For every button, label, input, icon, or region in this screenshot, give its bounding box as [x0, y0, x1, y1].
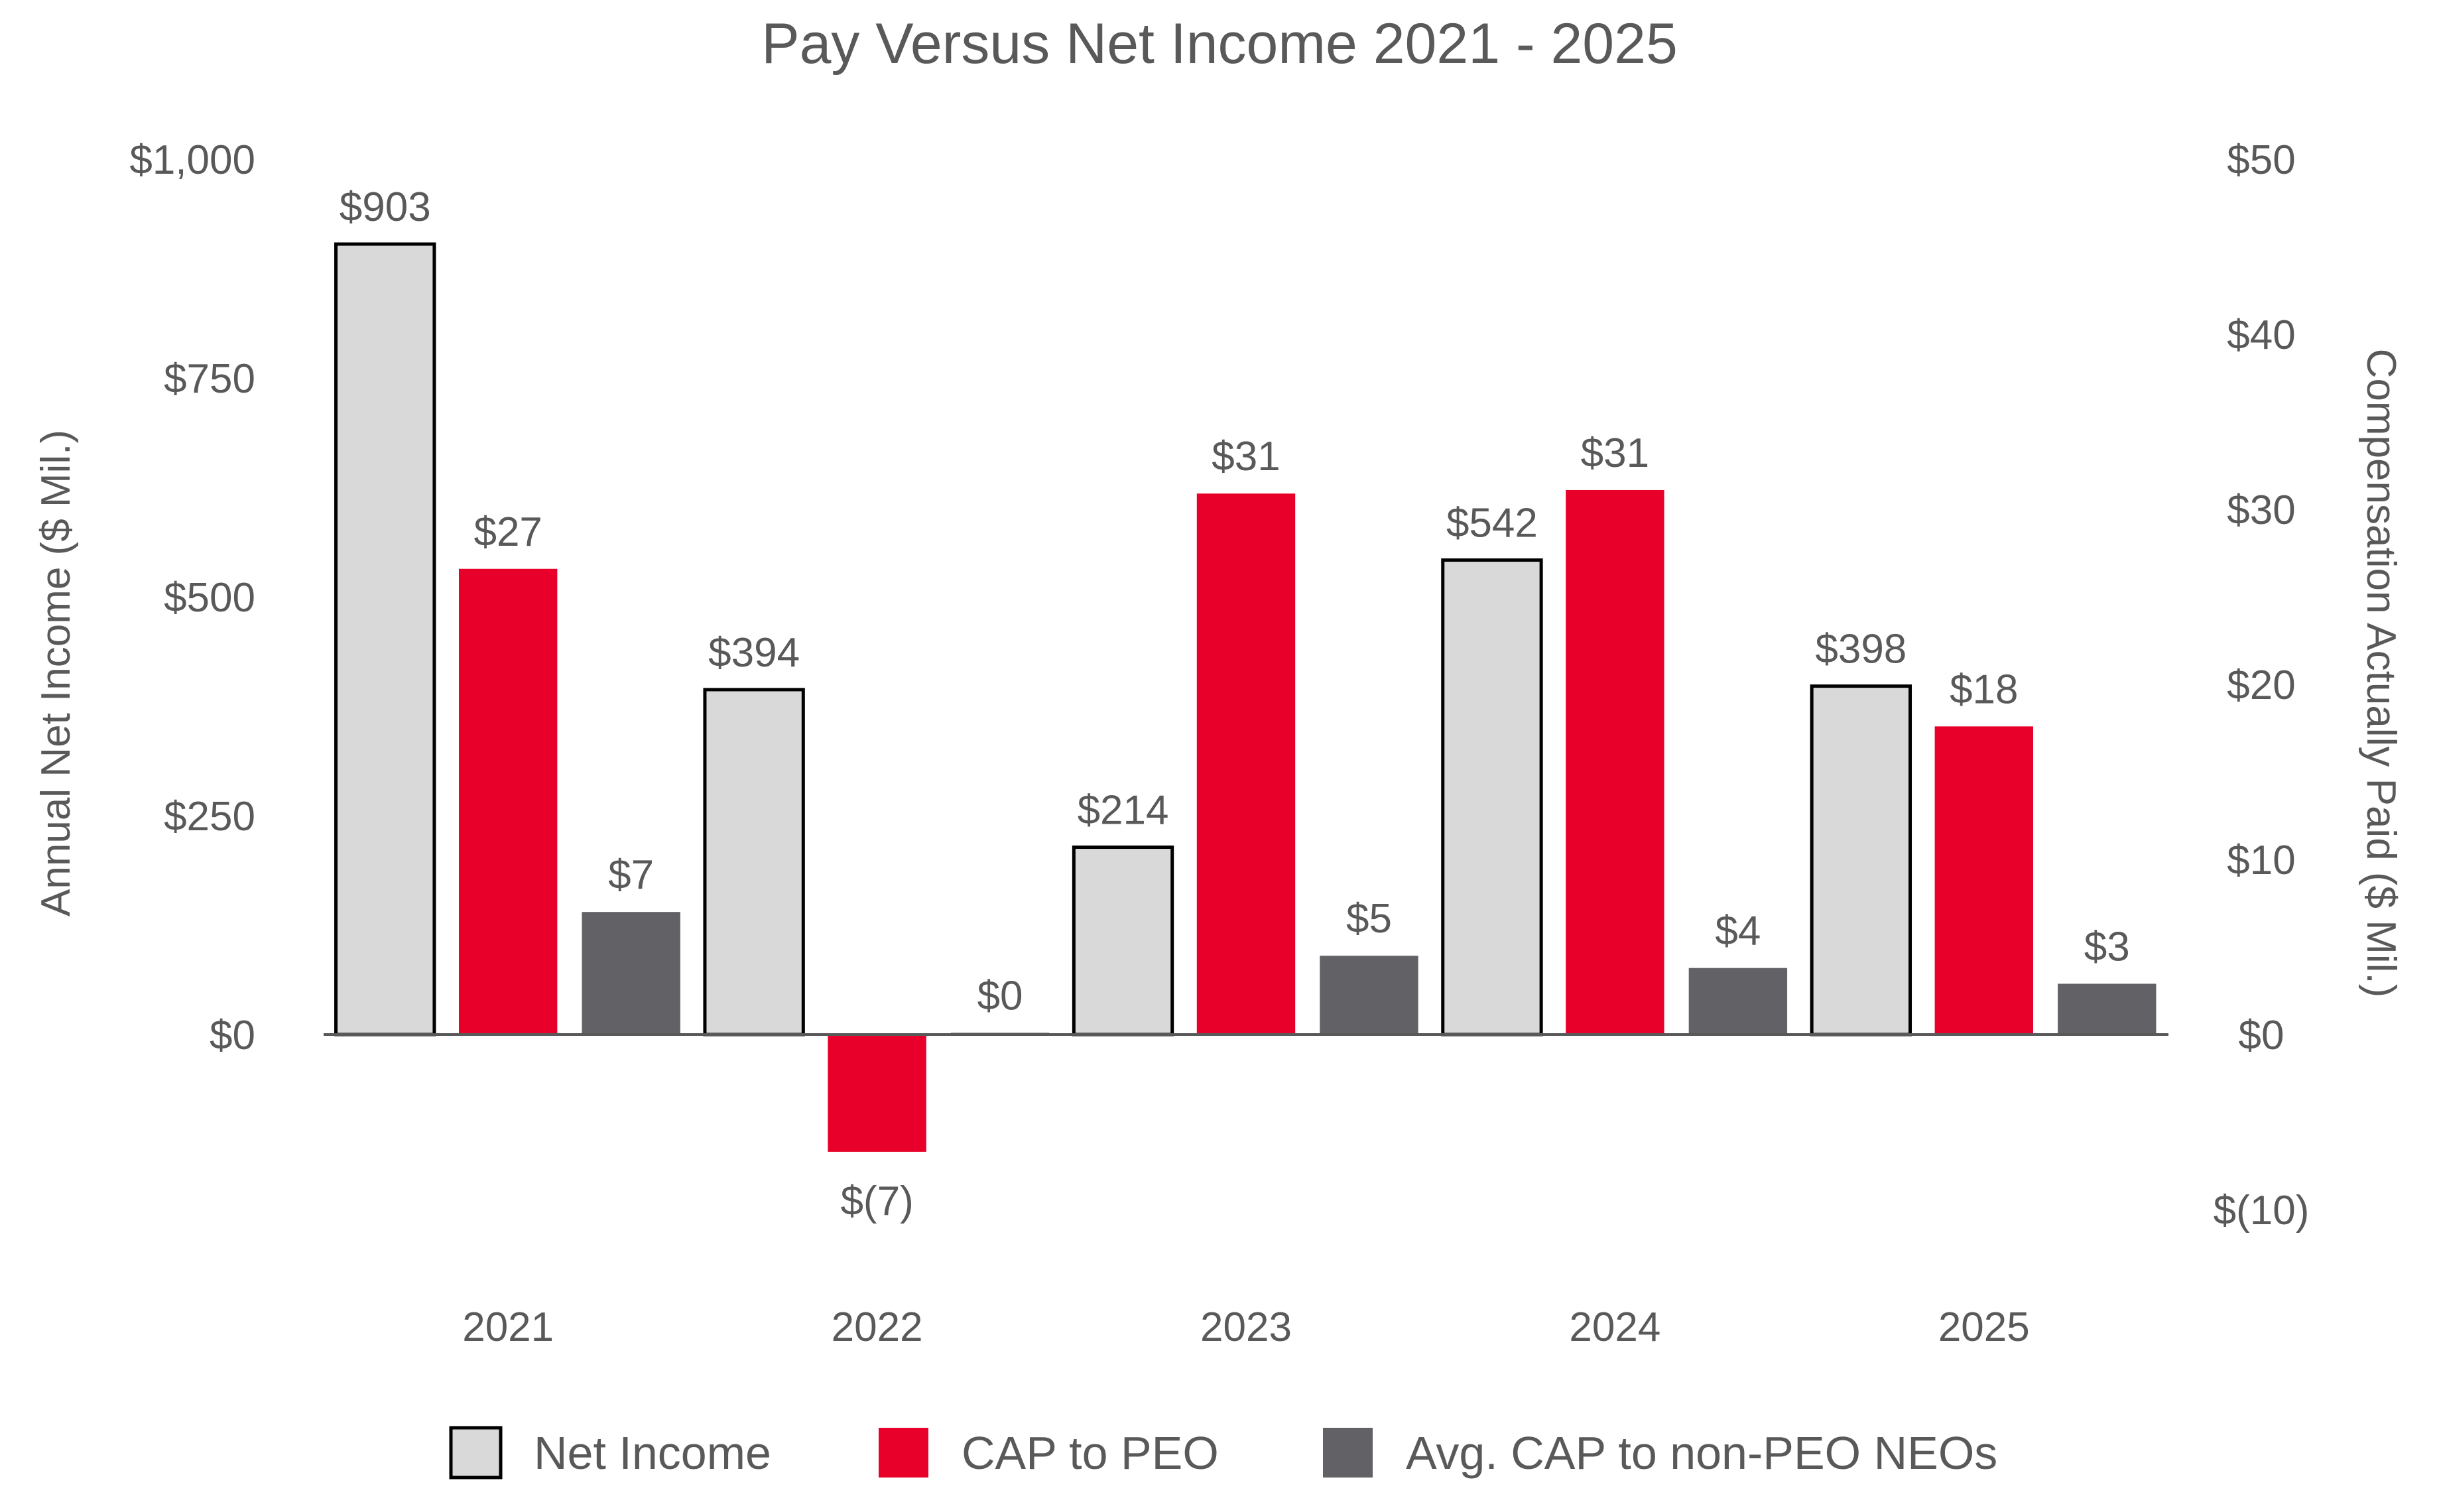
bar-cap-to-peo-2023	[1196, 493, 1296, 1035]
left-tick-label: $750	[164, 356, 255, 402]
right-tick-label: $30	[2227, 487, 2295, 533]
legend-swatch	[1323, 1428, 1373, 1478]
right-axis: $(10) $0 $10 $20 $30 $40 $50	[2214, 137, 2310, 1233]
right-tick-label: $(10)	[2214, 1188, 2310, 1233]
data-label: $214	[1078, 788, 1169, 834]
bar-avg-cap-to-non-peo-neos-2024	[1688, 968, 1788, 1035]
bar-avg-cap-to-non-peo-neos-2021	[582, 912, 680, 1035]
data-label: $394	[708, 630, 800, 676]
data-label: $31	[1212, 434, 1280, 479]
x-category-label: 2024	[1569, 1304, 1660, 1350]
data-label: $542	[1446, 501, 1538, 546]
bar-net-income-2022	[703, 688, 805, 1037]
left-tick-label: $250	[164, 794, 255, 840]
left-tick-label: $1,000	[129, 137, 255, 183]
chart-title: Pay Versus Net Income 2021 - 2025	[761, 12, 1678, 76]
left-tick-label: $500	[164, 575, 255, 621]
data-label: $398	[1815, 627, 1907, 672]
legend-label: Net Income	[534, 1427, 771, 1479]
bar-net-income-2023	[1072, 846, 1174, 1037]
right-tick-label: $10	[2227, 838, 2295, 883]
bar-cap-to-peo-2022	[828, 1035, 926, 1152]
data-label: $18	[1950, 666, 2018, 712]
data-label: $903	[340, 184, 431, 230]
left-axis: $0 $250 $500 $750 $1,000	[129, 137, 255, 1058]
legend-swatch	[449, 1426, 503, 1480]
legend-swatch	[879, 1428, 928, 1478]
bar-avg-cap-to-non-peo-neos-2023	[1320, 956, 1418, 1035]
right-tick-label: $50	[2227, 137, 2295, 183]
x-category-labels: 2021 2022 2023 2024 2025	[462, 1304, 2030, 1350]
x-category-label: 2022	[832, 1304, 923, 1350]
bar-net-income-2025	[1810, 684, 1912, 1037]
data-label: $31	[1581, 430, 1649, 476]
data-labels: $903 $394 $214 $542 $398 $27 $(7) $31 $31 $18 $7 $0…	[340, 184, 2130, 1224]
data-label: $4	[1715, 909, 1761, 954]
legend-label: Avg. CAP to non-PEO NEOs	[1406, 1427, 1997, 1479]
bar-net-income-2024	[1441, 558, 1543, 1037]
left-tick-label: $0	[210, 1013, 255, 1058]
bars	[334, 242, 2157, 1152]
data-label: $7	[608, 852, 654, 898]
legend: Net Income CAP to PEO Avg. CAP to non-PEO …	[449, 1426, 1997, 1480]
data-label: $27	[473, 509, 542, 555]
bar-cap-to-peo-2024	[1566, 489, 1664, 1035]
data-label: $5	[1346, 896, 1392, 942]
bar-net-income-2021	[334, 242, 436, 1037]
right-tick-label: $40	[2227, 312, 2295, 358]
left-axis-title: Annual Net Income ($ Mil.)	[33, 430, 79, 916]
right-tick-label: $0	[2239, 1013, 2284, 1058]
x-category-label: 2021	[462, 1304, 554, 1350]
bar-cap-to-peo-2025	[1934, 726, 2033, 1035]
x-category-label: 2025	[1938, 1304, 2030, 1350]
legend-label: CAP to PEO	[962, 1427, 1219, 1479]
bar-cap-to-peo-2021	[459, 568, 558, 1035]
right-tick-label: $20	[2227, 662, 2295, 708]
data-label: $3	[2084, 924, 2130, 970]
bar-avg-cap-to-non-peo-neos-2025	[2058, 983, 2157, 1035]
x-category-label: 2023	[1200, 1304, 1292, 1350]
data-label: $0	[977, 973, 1023, 1019]
right-axis-title: Compensation Actually Paid ($ Mil.)	[2358, 349, 2404, 998]
data-label: $(7)	[840, 1178, 913, 1224]
